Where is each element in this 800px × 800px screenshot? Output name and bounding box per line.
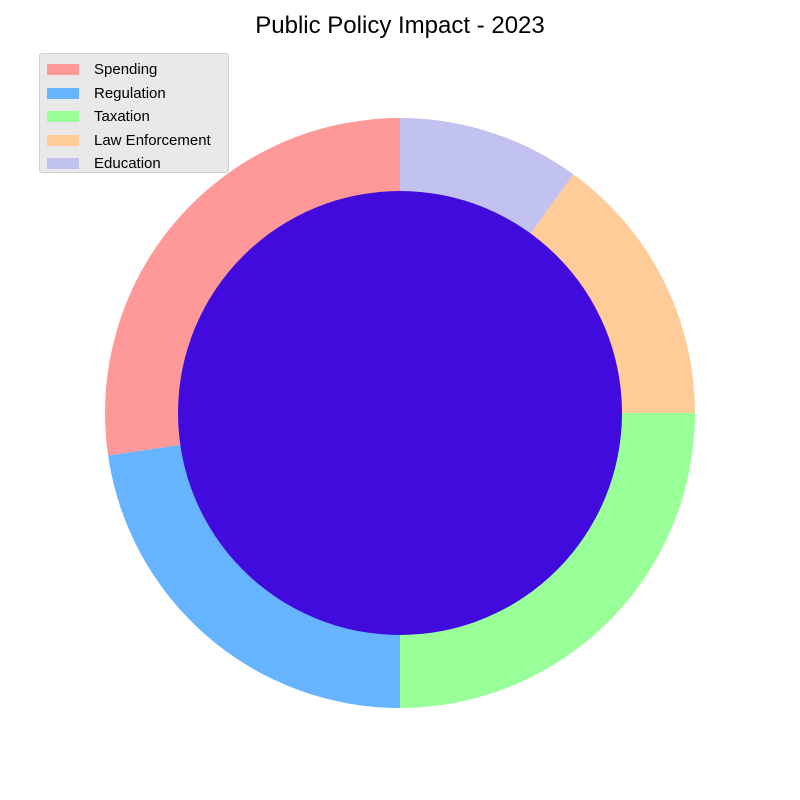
legend-item-regulation: Regulation xyxy=(47,82,228,106)
legend-label: Spending xyxy=(94,61,158,79)
legend-label: Taxation xyxy=(94,108,150,126)
legend-label: Education xyxy=(94,155,161,173)
legend-swatch xyxy=(47,64,79,76)
legend-swatch xyxy=(47,134,79,146)
center-disc xyxy=(178,191,622,635)
legend-swatch xyxy=(47,158,79,170)
legend-swatch xyxy=(47,111,79,123)
legend: Spending Regulation Taxation Law Enforcemen… xyxy=(39,53,229,173)
legend-item-taxation: Taxation xyxy=(47,105,228,129)
legend-label: Regulation xyxy=(94,84,166,102)
legend-item-education: Education xyxy=(47,152,228,176)
legend-label: Law Enforcement xyxy=(94,131,211,149)
chart-title: Public Policy Impact - 2023 xyxy=(255,12,545,39)
legend-item-law-enforcement: Law Enforcement xyxy=(47,129,228,153)
legend-swatch xyxy=(47,87,79,99)
legend-item-spending: Spending xyxy=(47,58,228,82)
